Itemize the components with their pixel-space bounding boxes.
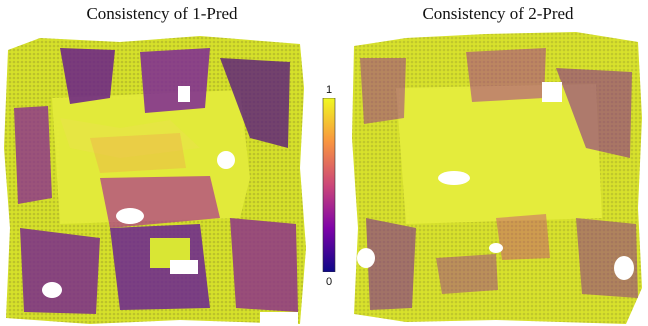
colorbar-min-label: 0 (326, 276, 333, 288)
point-cloud-map-2-pred (346, 28, 648, 326)
colorbar-max-label: 1 (326, 84, 333, 96)
point-cloud-map-1-pred (0, 28, 310, 326)
colorbar (322, 98, 336, 272)
left-panel-title: Consistency of 1-Pred (86, 4, 238, 23)
right-panel-title: Consistency of 2-Pred (422, 4, 574, 23)
